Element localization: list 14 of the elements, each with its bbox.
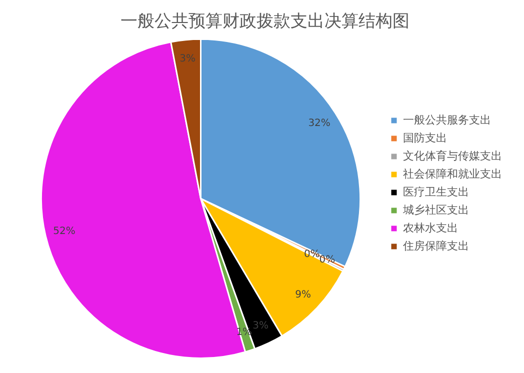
legend-label: 农林水支出 (403, 221, 458, 234)
chart-title: 一般公共预算财政拨款支出决算结构图 (120, 12, 410, 32)
legend-label: 城乡社区支出 (402, 203, 469, 216)
legend-label: 文化体育与传媒支出 (403, 149, 502, 162)
legend-label: 社会保障和就业支出 (403, 167, 502, 180)
data-label: 32% (308, 118, 330, 130)
data-label: 9% (295, 289, 312, 300)
data-label: 3% (252, 320, 268, 332)
legend-label: 医疗卫生支出 (403, 185, 469, 198)
legend-label: 一般公共服务支出 (403, 113, 491, 126)
data-label: 3% (180, 54, 196, 65)
legend-label: 国防支出 (403, 131, 447, 144)
data-label: 52% (53, 226, 76, 238)
legend-label: 住房保障支出 (403, 239, 469, 252)
